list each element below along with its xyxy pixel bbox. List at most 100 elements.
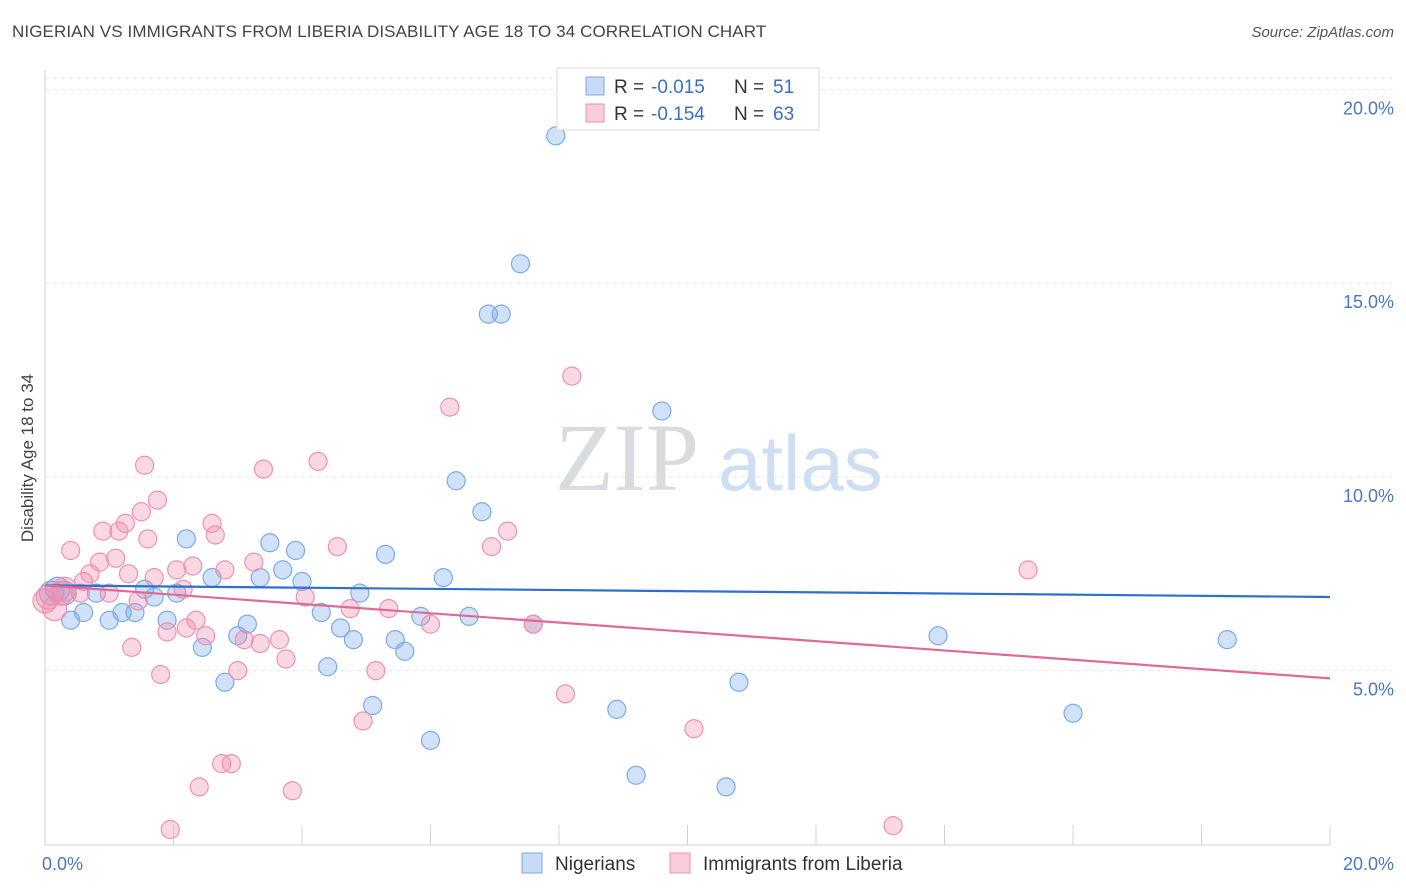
top-legend: R = -0.015 N = 51 R = -0.154 N = 63: [556, 67, 820, 131]
bottom-legend-swatch-nigerians: [521, 852, 543, 874]
liberia-point: [883, 816, 903, 836]
nigerians-point: [125, 602, 145, 623]
liberia-point: [189, 777, 209, 797]
bottom-legend-label-nigerians: Nigerians: [555, 854, 635, 875]
nigerians-point: [626, 765, 646, 785]
y-tick-labels: 5.0% 10.0% 15.0% 20.0%: [1343, 98, 1394, 699]
nigerians-point: [215, 672, 235, 692]
nigerians-point: [510, 254, 531, 274]
nigerians-point: [491, 304, 511, 324]
series-liberia-points: [32, 366, 1038, 840]
liberia-point: [151, 664, 171, 685]
liberia-point: [205, 525, 225, 545]
nigerians-point: [144, 587, 164, 607]
liberia-point: [498, 521, 518, 541]
y-tick-label: 20.0%: [1343, 98, 1394, 118]
liberia-point: [366, 661, 386, 681]
nigerians-point: [420, 730, 441, 750]
liberia-point: [202, 513, 222, 533]
liberia-point: [115, 513, 135, 533]
liberia-point: [122, 637, 142, 657]
nigerians-point: [1217, 630, 1237, 650]
liberia-point: [269, 630, 290, 650]
nigerians-point: [652, 401, 672, 421]
legend-r-value-2: -0.154: [651, 104, 705, 125]
nigerians-point: [176, 529, 196, 549]
liberia-point: [90, 552, 110, 572]
nigerians-point: [433, 568, 453, 588]
liberia-point: [555, 684, 576, 704]
liberia-point: [228, 661, 248, 681]
liberia-point: [183, 556, 203, 576]
liberia-point: [1018, 560, 1038, 580]
y-tick-label: 15.0%: [1343, 292, 1394, 312]
nigerians-point: [318, 657, 338, 677]
watermark-atlas: atlas: [718, 419, 883, 507]
bottom-legend-label-liberia: Immigrants from Liberia: [703, 854, 903, 875]
liberia-point: [131, 502, 151, 522]
nigerians-point: [472, 502, 492, 522]
liberia-point: [244, 552, 264, 572]
liberia-point: [157, 622, 177, 642]
liberia-point: [176, 618, 196, 638]
liberia-point: [327, 537, 347, 557]
y-axis-label: Disability Age 18 to 34: [18, 374, 37, 542]
axes: [44, 70, 1330, 846]
liberia-point: [144, 568, 164, 588]
watermark-zip: ZIP: [555, 404, 699, 511]
liberia-point: [173, 579, 193, 599]
liberia-point: [308, 451, 328, 471]
liberia-point: [684, 719, 704, 739]
liberia-point: [106, 548, 126, 568]
x-tick-label-max: 20.0%: [1343, 854, 1394, 874]
liberia-point: [51, 576, 77, 602]
liberia-point: [353, 711, 373, 731]
gridlines: [44, 77, 1392, 845]
liberia-point: [420, 614, 441, 634]
nigerians-point: [311, 602, 331, 623]
liberia-point: [234, 630, 254, 650]
liberia-point: [523, 614, 543, 634]
liberia-point: [118, 564, 139, 584]
liberia-point: [61, 540, 81, 561]
legend-n-value-2: 63: [773, 104, 794, 125]
nigerians-point: [273, 560, 293, 580]
liberia-point: [93, 521, 113, 541]
chart-title: NIGERIAN VS IMMIGRANTS FROM LIBERIA DISA…: [12, 22, 767, 41]
liberia-point: [128, 591, 148, 611]
legend-n-label-2: N =: [734, 104, 764, 125]
liberia-point: [282, 781, 302, 801]
legend-swatch-liberia: [585, 103, 605, 123]
nigerians-point: [192, 637, 213, 657]
source-label: Source: ZipAtlas.com: [1251, 24, 1394, 41]
nigerians-point: [343, 630, 363, 650]
liberia-point: [250, 633, 270, 654]
x-tick-label-min: 0.0%: [42, 854, 83, 874]
x-tick-labels: 0.0% 20.0%: [42, 854, 1394, 874]
nigerians-point: [350, 583, 370, 603]
legend-swatch-nigerians: [585, 76, 605, 96]
nigerians-point: [375, 544, 396, 564]
bottom-legend-swatch-liberia: [669, 852, 691, 874]
nigerians-point: [330, 618, 351, 638]
nigerians-point: [729, 672, 749, 692]
nigerians-point: [928, 626, 948, 646]
nigerians-point: [292, 571, 312, 592]
liberia-point: [167, 560, 187, 580]
liberia-point: [440, 397, 460, 417]
nigerians-point: [260, 533, 280, 553]
nigerians-trendline: [44, 584, 1331, 599]
liberia-point: [160, 819, 180, 840]
liberia-point: [562, 366, 582, 386]
nigerians-point: [285, 540, 306, 561]
liberia-point: [138, 529, 158, 549]
nigerians-point: [363, 695, 383, 716]
nigerians-point: [1063, 703, 1083, 723]
legend-n-label-1: N =: [734, 77, 764, 98]
nigerians-point: [237, 614, 257, 634]
liberia-trendline: [44, 584, 1331, 680]
watermark: ZIP atlas: [555, 404, 883, 511]
nigerians-point: [73, 602, 94, 623]
liberia-point: [215, 560, 235, 580]
